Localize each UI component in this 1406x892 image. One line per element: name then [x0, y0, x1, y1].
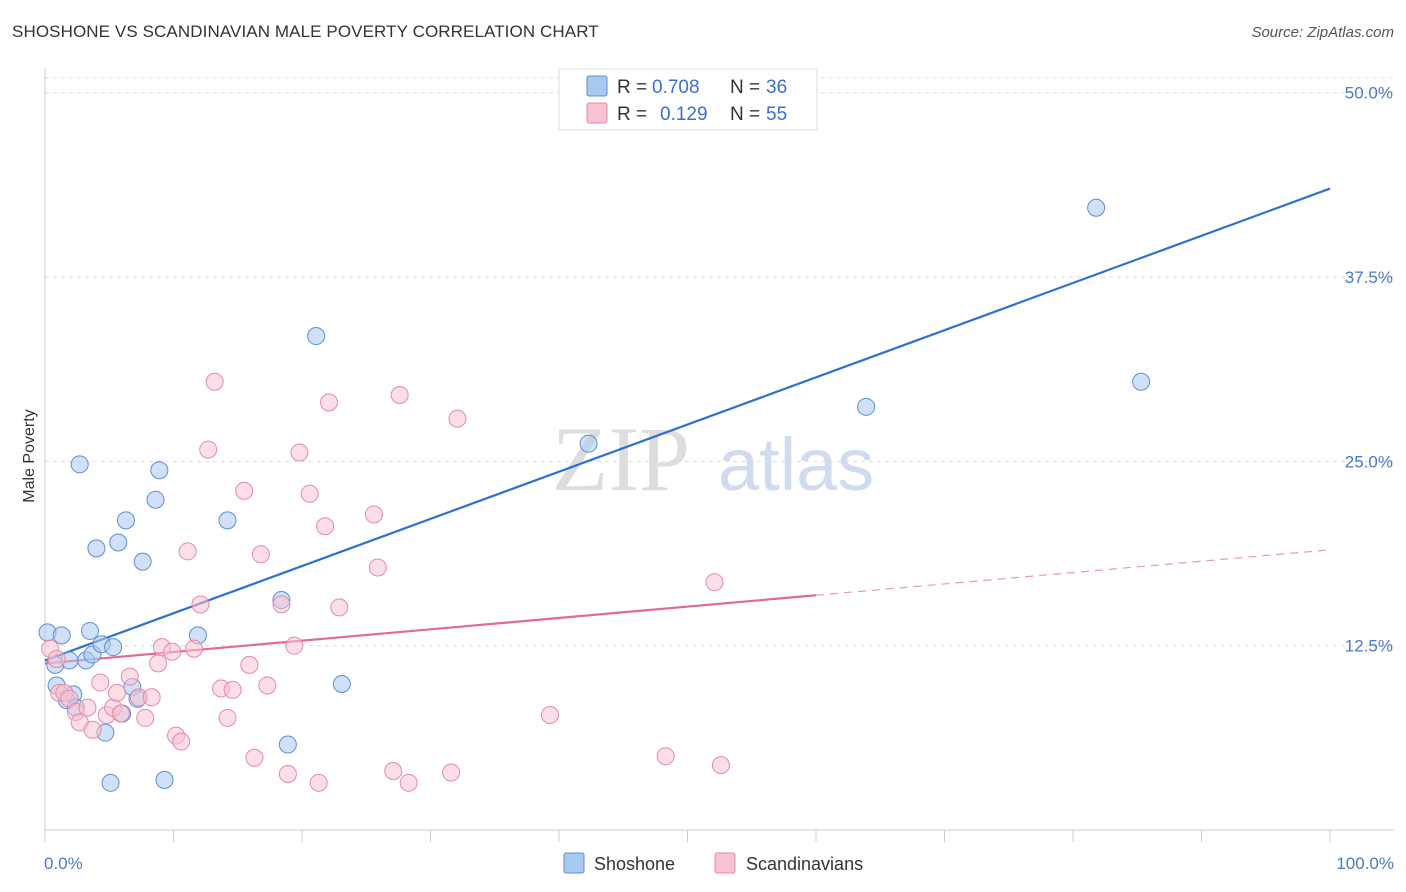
trend-line-extension-scandinavians [815, 549, 1331, 596]
legend-r-value-shoshone: 0.708 [652, 77, 700, 98]
point-scandinavians-44 [330, 598, 349, 617]
watermark-atlas: atlas [718, 423, 874, 506]
legend-swatch-shoshone [586, 75, 608, 97]
x-tick-label-right: 100.0% [1336, 854, 1394, 873]
point-shoshone-29 [278, 735, 297, 754]
point-scandinavians-22 [172, 732, 191, 751]
point-scandinavians-7 [78, 698, 97, 717]
point-scandinavians-55 [711, 756, 730, 775]
gridlines [45, 77, 1394, 647]
point-shoshone-30 [307, 327, 326, 346]
legend-n-label-shoshone: N = [730, 77, 760, 98]
point-shoshone-8 [70, 455, 89, 474]
point-scandinavians-41 [309, 773, 328, 792]
point-scandinavians-29 [218, 708, 237, 727]
legend-r-label-shoshone: R = [617, 77, 647, 98]
watermark-zip: ZIP [552, 408, 690, 510]
point-scandinavians-26 [199, 440, 218, 459]
point-scandinavians-14 [120, 667, 139, 686]
legend-swatch-scandinavians [586, 102, 608, 124]
point-scandinavians-12 [107, 683, 126, 702]
point-scandinavians-53 [656, 747, 675, 766]
legend-n-value-scandinavians: 55 [766, 104, 787, 125]
point-scandinavians-33 [245, 748, 264, 767]
chart-title: SHOSHONE VS SCANDINAVIAN MALE POVERTY CO… [12, 22, 599, 41]
point-scandinavians-13 [111, 704, 130, 723]
point-scandinavians-30 [223, 680, 242, 699]
series-legend-swatch-scandinavians [714, 852, 736, 874]
point-shoshone-10 [80, 621, 99, 640]
watermark: ZIP atlas [552, 408, 874, 510]
point-scandinavians-35 [258, 676, 277, 695]
point-scandinavians-9 [91, 673, 110, 692]
point-scandinavians-34 [251, 545, 270, 564]
point-scandinavians-48 [390, 386, 409, 405]
point-scandinavians-20 [163, 642, 182, 661]
point-shoshone-35 [1087, 198, 1106, 217]
data-points [38, 198, 1151, 792]
point-shoshone-24 [150, 461, 169, 480]
y-tick-label-0: 12.5% [1345, 637, 1393, 656]
point-scandinavians-49 [399, 773, 418, 792]
point-shoshone-34 [1132, 372, 1151, 391]
series-legend-label-shoshone: Shoshone [594, 854, 675, 874]
y-axis-label: Male Poverty [21, 409, 38, 502]
point-scandinavians-40 [300, 484, 319, 503]
point-shoshone-25 [155, 770, 174, 789]
point-scandinavians-36 [272, 595, 291, 614]
point-scandinavians-38 [285, 636, 304, 655]
point-shoshone-17 [109, 533, 128, 552]
point-scandinavians-32 [240, 655, 259, 674]
legend-n-label-scandinavians: N = [730, 104, 760, 125]
trend-line-shoshone [44, 187, 1331, 662]
point-scandinavians-27 [205, 372, 224, 391]
point-scandinavians-39 [290, 443, 309, 462]
y-tick-label-3: 50.0% [1345, 84, 1393, 103]
point-shoshone-3 [52, 626, 71, 645]
legend-n-value-shoshone: 36 [766, 77, 787, 98]
point-scandinavians-18 [149, 654, 168, 673]
point-scandinavians-23 [178, 542, 197, 561]
point-scandinavians-52 [541, 705, 560, 724]
point-shoshone-19 [116, 511, 135, 530]
source-label: Source: ZipAtlas.com [1251, 24, 1394, 41]
point-shoshone-16 [104, 638, 123, 657]
point-scandinavians-37 [278, 764, 297, 783]
point-shoshone-15 [101, 773, 120, 792]
point-scandinavians-42 [316, 517, 335, 536]
x-tick-label-left: 0.0% [44, 854, 83, 873]
point-shoshone-22 [133, 552, 152, 571]
point-scandinavians-1 [47, 649, 66, 668]
point-scandinavians-50 [442, 763, 461, 782]
point-scandinavians-51 [448, 409, 467, 428]
point-shoshone-27 [218, 511, 237, 530]
point-shoshone-32 [579, 434, 598, 453]
point-scandinavians-25 [191, 595, 210, 614]
point-scandinavians-31 [235, 481, 254, 500]
point-scandinavians-46 [368, 558, 387, 577]
series-legend: Shoshone Scandinavians [563, 852, 863, 874]
y-tick-labels: 12.5% 25.0% 37.5% 50.0% [1345, 84, 1393, 656]
point-scandinavians-54 [705, 573, 724, 592]
point-shoshone-12 [87, 539, 106, 558]
legend-r-label-scandinavians: R = [617, 104, 647, 125]
point-shoshone-23 [146, 490, 165, 509]
y-tick-label-2: 37.5% [1345, 268, 1393, 287]
point-scandinavians-47 [384, 762, 403, 781]
axes [44, 68, 1394, 842]
point-scandinavians-24 [185, 639, 204, 658]
point-shoshone-31 [332, 675, 351, 694]
point-shoshone-33 [857, 397, 876, 416]
series-legend-swatch-shoshone [563, 852, 585, 874]
point-scandinavians-45 [364, 505, 383, 524]
point-scandinavians-17 [142, 688, 161, 707]
point-scandinavians-16 [136, 708, 155, 727]
point-scandinavians-43 [319, 393, 338, 412]
legend-r-value-scandinavians: 0.129 [660, 104, 708, 125]
y-tick-label-1: 25.0% [1345, 452, 1393, 471]
stats-legend: R = 0.708 N = 36 R = 0.129 N = 55 [558, 68, 818, 131]
series-legend-label-scandinavians: Scandinavians [746, 854, 863, 874]
point-scandinavians-8 [83, 720, 102, 739]
